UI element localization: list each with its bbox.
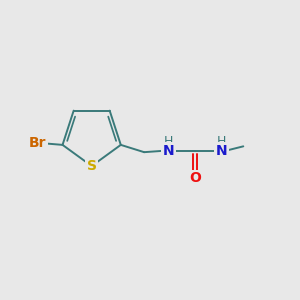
Text: S: S — [87, 159, 97, 173]
Text: H: H — [164, 136, 174, 148]
Text: N: N — [216, 144, 227, 158]
Text: H: H — [217, 136, 226, 148]
Text: N: N — [163, 144, 175, 158]
Text: Br: Br — [29, 136, 46, 150]
Text: O: O — [189, 171, 201, 185]
